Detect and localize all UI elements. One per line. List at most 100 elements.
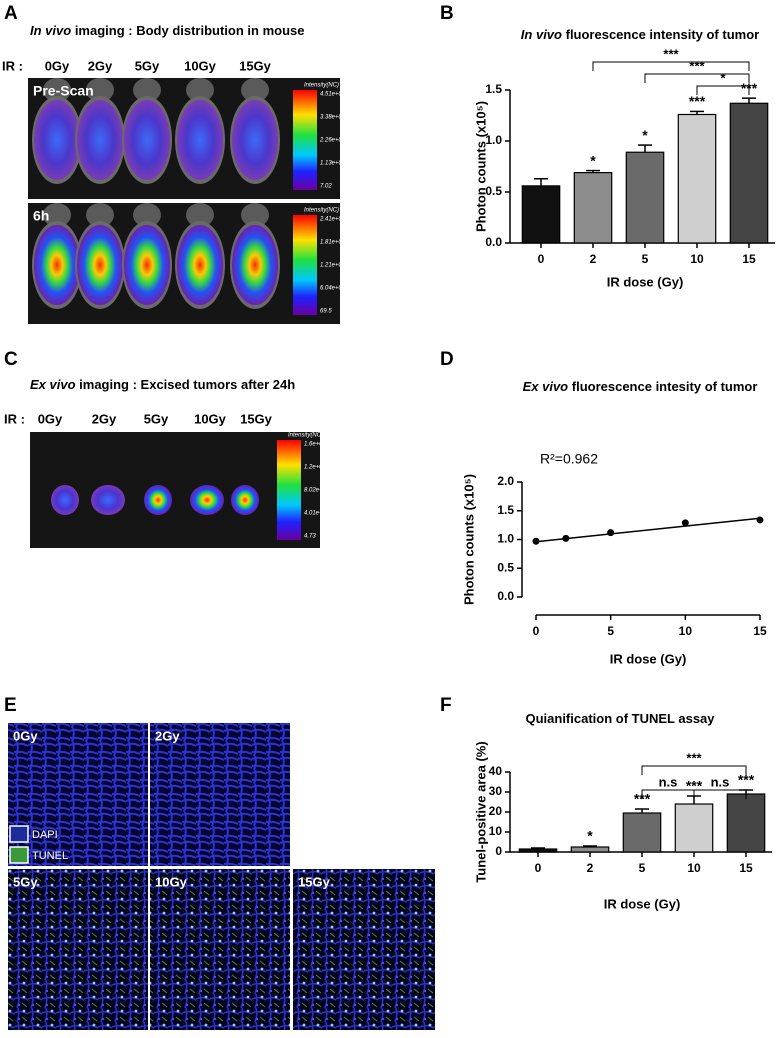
x-tick-label: 10 (687, 861, 701, 875)
panel-title: Ex vivo imaging : Excised tumors after 2… (30, 377, 295, 392)
mouse-head (43, 203, 71, 227)
x-axis-label: IR dose (Gy) (604, 896, 681, 911)
point (532, 537, 540, 545)
y-tick-label: 1.0 (485, 133, 502, 147)
panel-letter: B (440, 3, 454, 24)
significance: *** (689, 93, 706, 109)
y-tick-label: 2.0 (497, 474, 514, 488)
dose-label: 2Gy (88, 58, 113, 73)
signal (34, 225, 80, 305)
title-italic: In vivo (30, 23, 71, 38)
mouse-head (43, 78, 71, 102)
tile-label: 2Gy (155, 728, 180, 743)
image-label: 6h (33, 208, 49, 224)
colorbar-tick: 7.02 (320, 184, 332, 190)
y-tick-label: 0.5 (497, 560, 514, 574)
annotation: R²=0.962 (540, 451, 598, 467)
bracket-label: * (720, 70, 726, 85)
legend-swatch (9, 825, 29, 843)
ir-label: IR : (2, 58, 23, 73)
dose-label: 0Gy (45, 58, 70, 73)
bar (521, 185, 561, 244)
tumor (231, 485, 259, 515)
x-axis-label: IR dose (Gy) (607, 274, 684, 289)
imaging-frame (30, 432, 320, 548)
bar (518, 848, 558, 853)
dose-label: 15Gy (239, 58, 272, 73)
title-text: Quianification of TUNEL assay (525, 711, 715, 726)
point (681, 519, 689, 527)
micrograph (150, 869, 290, 1030)
x-tick-label: 5 (607, 624, 614, 638)
x-tick-label: 10 (690, 252, 704, 266)
signal (77, 100, 123, 180)
image-label: Pre-Scan (33, 83, 94, 99)
colorbar-tick: 1.6e+005 (304, 442, 330, 448)
x-tick-label: 5 (639, 861, 646, 875)
colorbar-title: Intensity(NC) (304, 83, 339, 89)
bar (573, 172, 613, 244)
x-axis-label: IR dose (Gy) (610, 651, 687, 666)
title-text: fluorescence intesity of tumor (572, 379, 758, 394)
colorbar-tick: 69.5 (320, 309, 332, 315)
signal (124, 225, 170, 305)
bracket (696, 85, 750, 95)
mouse-head (241, 203, 269, 227)
x-tick-label: 5 (642, 252, 649, 266)
bar (570, 846, 610, 853)
signal (77, 225, 123, 305)
bracket-label: n.s (659, 774, 678, 789)
y-tick-label: 0.5 (485, 184, 502, 198)
bar (726, 793, 766, 853)
y-tick-label: 1.0 (497, 532, 514, 546)
tumor (144, 485, 172, 515)
y-tick-label: 10 (489, 824, 503, 838)
y-tick-label: 40 (489, 764, 503, 778)
y-tick-label: 1.5 (485, 82, 502, 96)
y-axis-label: Tunel-positive area (%) (473, 741, 488, 882)
legend-swatch (9, 846, 29, 864)
ir-label: IR : (4, 411, 25, 426)
tile-label: 0Gy (13, 728, 38, 743)
panel-letter: E (4, 695, 17, 716)
colorbar (293, 215, 317, 315)
colorbar-tick: 1.2e+005 (304, 465, 330, 471)
micrograph (293, 869, 435, 1030)
legend-label: DAPI (32, 829, 58, 841)
mouse-head (86, 78, 114, 102)
x-tick-label: 0 (535, 861, 542, 875)
x-tick-label: 15 (742, 252, 756, 266)
signal (124, 100, 170, 180)
dose-label: 10Gy (184, 58, 217, 73)
bracket-label: *** (663, 46, 679, 61)
colorbar-title: Intensity(NC) (288, 433, 323, 439)
point (607, 529, 615, 537)
point (562, 534, 570, 542)
colorbar-tick: 2.26e+003 (319, 138, 349, 144)
y-tick-label: 20 (489, 804, 503, 818)
title-italic: Ex vivo (30, 377, 76, 392)
mouse-head (133, 78, 161, 102)
micrograph (8, 723, 148, 866)
significance: * (587, 828, 593, 844)
colorbar-tick: 3.38e+003 (320, 115, 349, 121)
colorbar-tick: 4.01e+004 (304, 511, 333, 517)
title-text: fluorescence intensity of tumor (566, 27, 760, 42)
colorbar-tick: 8.02e+004 (304, 488, 333, 494)
panel-title: Quianification of TUNEL assay (525, 711, 715, 726)
colorbar-tick: 1.13e+003 (320, 161, 349, 167)
signal (34, 100, 80, 180)
micrograph (8, 869, 148, 1030)
bar (622, 812, 662, 853)
bracket-label: *** (686, 750, 702, 765)
colorbar-tick: 2.41e+005 (319, 217, 349, 223)
colorbar-tick: 1.21e+005 (320, 263, 349, 269)
tile-label: 5Gy (13, 874, 38, 889)
title-text: imaging : Body distribution in mouse (75, 23, 305, 38)
y-tick-label: 0.0 (485, 235, 502, 249)
y-tick-label: 0.0 (497, 589, 514, 603)
significance: * (642, 127, 648, 143)
dose-label: 5Gy (135, 58, 160, 73)
tumor (91, 485, 125, 515)
